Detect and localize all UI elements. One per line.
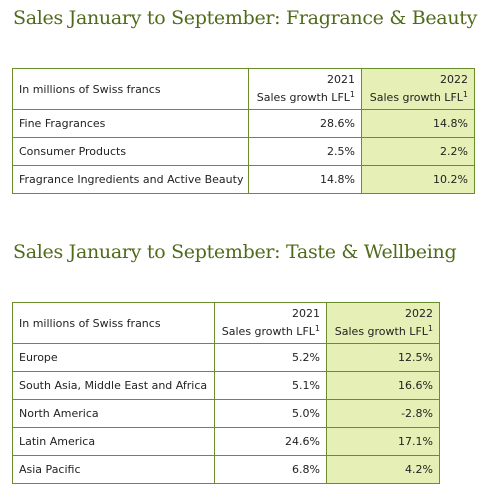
value-2021: 14.8% <box>248 165 362 194</box>
row-label: Fine Fragrances <box>12 109 249 138</box>
fragrance-beauty-table: In millions of Swiss francs 2021 Sales g… <box>12 68 475 194</box>
row-label: Europe <box>12 343 215 372</box>
row-label: Latin America <box>12 427 215 456</box>
value-2022: 12.5% <box>326 343 440 372</box>
header-2021: 2021 Sales growth LFL1 <box>248 68 362 110</box>
value-2022: -2.8% <box>326 399 440 428</box>
year-label: 2022 <box>440 72 468 86</box>
row-label: South Asia, Middle East and Africa <box>12 371 215 400</box>
value-2022: 2.2% <box>361 137 475 166</box>
table-row: Consumer Products 2.5% 2.2% <box>12 137 475 166</box>
row-label: North America <box>12 399 215 428</box>
metric-label: Sales growth LFL1 <box>334 323 433 338</box>
table-row: Fine Fragrances 28.6% 14.8% <box>12 109 475 138</box>
metric-label: Sales growth LFL1 <box>369 89 468 104</box>
header-2021: 2021 Sales growth LFL1 <box>214 302 327 344</box>
table-header-row: In millions of Swiss francs 2021 Sales g… <box>12 302 440 344</box>
value-2021: 6.8% <box>214 455 327 484</box>
header-label: In millions of Swiss francs <box>12 68 249 110</box>
value-2021: 28.6% <box>248 109 362 138</box>
table-row: Europe 5.2% 12.5% <box>12 343 440 372</box>
value-2021: 5.1% <box>214 371 327 400</box>
table-header-row: In millions of Swiss francs 2021 Sales g… <box>12 68 475 110</box>
value-2021: 5.2% <box>214 343 327 372</box>
table-row: Asia Pacific 6.8% 4.2% <box>12 455 440 484</box>
value-2022: 16.6% <box>326 371 440 400</box>
value-2022: 10.2% <box>361 165 475 194</box>
value-2021: 2.5% <box>248 137 362 166</box>
header-2022: 2022 Sales growth LFL1 <box>326 302 440 344</box>
metric-label: Sales growth LFL1 <box>256 89 355 104</box>
metric-label: Sales growth LFL1 <box>221 323 320 338</box>
year-label: 2021 <box>327 72 355 86</box>
year-label: 2021 <box>292 306 320 320</box>
value-2022: 14.8% <box>361 109 475 138</box>
table-row: South Asia, Middle East and Africa 5.1% … <box>12 371 440 400</box>
taste-wellbeing-heading: Sales January to September: Taste & Well… <box>13 241 457 263</box>
row-label: Asia Pacific <box>12 455 215 484</box>
header-label: In millions of Swiss francs <box>12 302 215 344</box>
table-row: North America 5.0% -2.8% <box>12 399 440 428</box>
fragrance-beauty-heading: Sales January to September: Fragrance & … <box>13 7 478 29</box>
value-2022: 17.1% <box>326 427 440 456</box>
table-row: Latin America 24.6% 17.1% <box>12 427 440 456</box>
row-label: Fragrance Ingredients and Active Beauty <box>12 165 249 194</box>
value-2022: 4.2% <box>326 455 440 484</box>
row-label: Consumer Products <box>12 137 249 166</box>
table-row: Fragrance Ingredients and Active Beauty … <box>12 165 475 194</box>
taste-wellbeing-table: In millions of Swiss francs 2021 Sales g… <box>12 302 440 484</box>
year-label: 2022 <box>405 306 433 320</box>
header-2022: 2022 Sales growth LFL1 <box>361 68 475 110</box>
value-2021: 24.6% <box>214 427 327 456</box>
value-2021: 5.0% <box>214 399 327 428</box>
